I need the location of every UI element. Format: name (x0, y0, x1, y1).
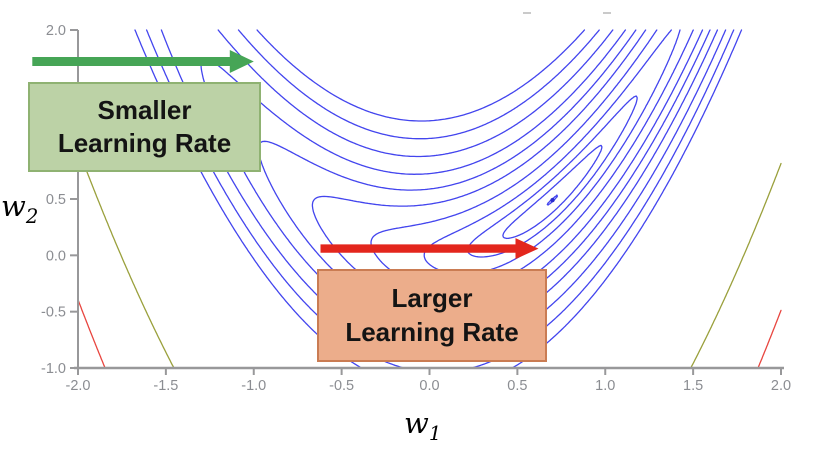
y-tick-label: -0.5 (41, 305, 66, 321)
y-axis-label: w2 (1, 192, 38, 227)
larger-learning-rate-callout: Larger Learning Rate (317, 269, 547, 362)
minimum-point-marker (550, 197, 555, 203)
y-tick-label: 0.0 (46, 248, 66, 264)
smaller-learning-rate-callout: Smaller Learning Rate (28, 82, 261, 172)
y-axis-label-subscript: 2 (25, 204, 39, 228)
y-tick-label: -1.0 (41, 361, 66, 377)
y-tick-label: 0.5 (46, 192, 66, 208)
contour-line (423, 29, 681, 275)
larger-learning-rate-arrow (320, 238, 539, 260)
x-tick-label: -0.5 (329, 378, 354, 394)
smaller-learning-rate-arrow (32, 50, 254, 73)
x-tick-label: 1.5 (683, 378, 703, 394)
larger-callout-line2: Learning Rate (345, 316, 519, 347)
contour-line (134, 29, 743, 369)
x-axis-label-base: w (404, 406, 429, 440)
x-tick-label: -1.5 (153, 378, 178, 394)
x-tick-label: -1.0 (241, 378, 266, 394)
smaller-callout-line2: Learning Rate (57, 128, 232, 158)
smaller-callout-line1: Smaller (97, 94, 192, 125)
x-axis-label-subscript: 1 (428, 421, 442, 445)
x-tick-label: -2.0 (66, 378, 91, 394)
x-tick-label: 1.0 (595, 378, 615, 394)
x-tick-label: 0.5 (507, 378, 527, 394)
larger-callout-line1: Larger (391, 283, 473, 314)
y-axis-label-base: w (1, 189, 26, 223)
contour-line (311, 29, 704, 309)
x-tick-label: 2.0 (771, 378, 791, 394)
x-axis-label: w1 (404, 409, 441, 444)
x-tick-label: 0.0 (419, 378, 439, 394)
contour-line (502, 144, 603, 240)
y-tick-label: 2.0 (46, 23, 66, 39)
